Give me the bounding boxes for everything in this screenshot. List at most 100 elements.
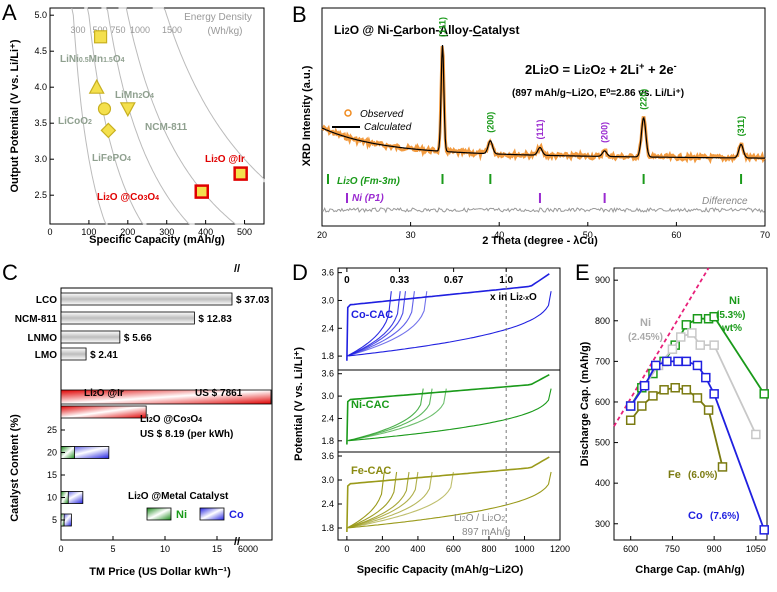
panel-b-frame	[321, 7, 766, 227]
y-tick-label: 2.4	[321, 323, 334, 333]
cathode-bar	[60, 347, 87, 361]
label-e-ni53-3: wt%	[721, 323, 742, 334]
ni-peak-label: (200)	[600, 122, 610, 143]
x-tick-label: 400	[198, 227, 213, 237]
panel-letter-e: E	[575, 260, 590, 285]
x-tick-label: 60	[671, 230, 681, 240]
cathode-label: LNMO	[28, 333, 58, 344]
vline-label-1: Li2O / Li2O2	[454, 513, 505, 524]
y-tick-label: 20	[47, 448, 57, 458]
series-marker	[625, 401, 636, 411]
charge-curve	[346, 456, 550, 533]
panel-letter-b: B	[292, 2, 307, 27]
series-marker	[701, 372, 711, 383]
y-tick-label: 5.0	[34, 10, 47, 20]
label-li2o-ir: Li2O @Ir	[205, 154, 245, 165]
y-tick-label: 15	[47, 470, 57, 480]
series-marker	[709, 311, 719, 322]
x-tick-label: 300	[159, 227, 174, 237]
data-point	[233, 166, 248, 181]
panel-c-bars: LCO $ 37.03 NCM-811 $ 12.83 LNMO $ 5.66 LMO $ 2…	[15, 292, 272, 527]
panel-b-ticks: 20 30 40 50 60 70	[317, 222, 770, 240]
panel-b-xlabel: 2 Theta (degree - λCu)	[482, 235, 598, 247]
x-tick-label: 6000	[238, 544, 258, 554]
x-tick-label: 900	[707, 544, 722, 554]
panel-d-ylabel: Potential (V vs. Li/Li⁺)	[293, 347, 305, 461]
series-marker	[637, 401, 647, 411]
x-tick-label: 0	[47, 227, 52, 237]
panel-e-plot: 600 750 900 1050 300 400 500 600 700 800 900	[595, 267, 769, 554]
y-tick-label: 3.0	[321, 391, 334, 401]
series-marker	[717, 462, 728, 472]
top-tick-label: 0.33	[390, 275, 410, 286]
discharge-curve	[348, 291, 392, 356]
energy-density-curve	[101, 7, 195, 225]
label-lmo: LiMn2O4	[115, 90, 154, 101]
x-tick-label: 100	[81, 227, 96, 237]
series-marker	[676, 332, 686, 342]
panel-b-equation: 2Li2O = Li2O2 + 2Li+ + 2e-	[525, 61, 677, 77]
label-e-ni53-1: Ni	[729, 295, 740, 307]
y-tick-label: 700	[595, 356, 610, 366]
cathode-bar	[60, 292, 233, 306]
series-marker	[667, 344, 678, 354]
x-tick-label: 1050	[746, 544, 766, 554]
y-tick-label: 900	[595, 275, 610, 285]
y-tick-label: 2.5	[34, 190, 47, 200]
discharge-curve	[348, 291, 552, 357]
top-axis-label: x in Li2-xO	[490, 292, 537, 303]
panel-c-xlabel: TM Price (US Dollar kWh⁻¹)	[89, 566, 231, 578]
difference-label: Difference	[702, 196, 748, 207]
y-tick-label: 1.8	[321, 436, 334, 446]
li2o-phase-label: Li2O (Fm-3m)	[337, 176, 400, 187]
y-tick-label: 3.0	[321, 475, 334, 485]
series-marker	[681, 356, 692, 367]
xrd-plot: (111) (200) (220) (311) (111) (200)	[321, 17, 766, 214]
y-tick-label: 5	[52, 515, 57, 525]
legend-co-swatch	[199, 507, 225, 521]
y-tick-label: 800	[595, 316, 610, 326]
panel-a-points	[88, 30, 248, 199]
label-e-co-2: (7.6%)	[710, 511, 739, 522]
y-tick-label: 3.5	[34, 118, 47, 128]
discharge-curve	[346, 291, 428, 357]
y-tick-label: 600	[595, 397, 610, 407]
y-tick-label: 4.5	[34, 46, 47, 56]
y-tick-label: 3.6	[321, 268, 334, 278]
legend-co-label: Co	[229, 509, 244, 521]
energy-density-curve-label: 1500	[162, 25, 182, 35]
data-point	[97, 102, 112, 116]
discharge-curve	[348, 471, 398, 528]
x-tick-label: 1200	[550, 544, 570, 554]
series-line	[629, 360, 766, 531]
y-tick-label: 400	[595, 478, 610, 488]
cathode-label: LMO	[35, 350, 57, 361]
series-marker	[687, 328, 697, 338]
series-marker	[692, 313, 703, 324]
li2o-peak-label: (220)	[639, 89, 649, 110]
label-c-ir-price: US $ 7861	[195, 388, 243, 399]
difference-curve	[321, 206, 765, 214]
axis-break-bottom: //	[234, 536, 240, 548]
x-tick-label: 70	[760, 230, 770, 240]
series-marker	[695, 340, 705, 350]
x-tick-label: 10	[160, 544, 170, 554]
legend-observed: Observed	[360, 109, 404, 120]
series-marker	[751, 429, 761, 440]
x-tick-label: 30	[406, 230, 416, 240]
x-tick-label: 15	[212, 544, 222, 554]
ni-phase-label: Ni (P1)	[352, 193, 384, 204]
top-tick-label: 0.67	[444, 275, 464, 286]
discharge-curve	[348, 388, 552, 442]
energy-density-curve-label: 750	[110, 25, 125, 35]
discharge-curve	[348, 471, 552, 529]
series-marker	[692, 360, 703, 371]
cathode-label: NCM-811	[15, 314, 58, 325]
label-lco: LiCoO2	[58, 116, 92, 127]
panel-d: D 1.8 2.4 3.0 3.6 1.8 2.4 3.0 3.6 1.8 2.4 3.0 3.6 0 2…	[292, 260, 570, 576]
panel-letter-a: A	[2, 0, 17, 25]
ni-peak-label: (111)	[535, 119, 545, 139]
panel-d-xlabel: Specific Capacity (mAh/g~Li2O)	[357, 564, 524, 576]
x-tick-label: 500	[237, 227, 252, 237]
x-tick-label: 200	[120, 227, 135, 237]
